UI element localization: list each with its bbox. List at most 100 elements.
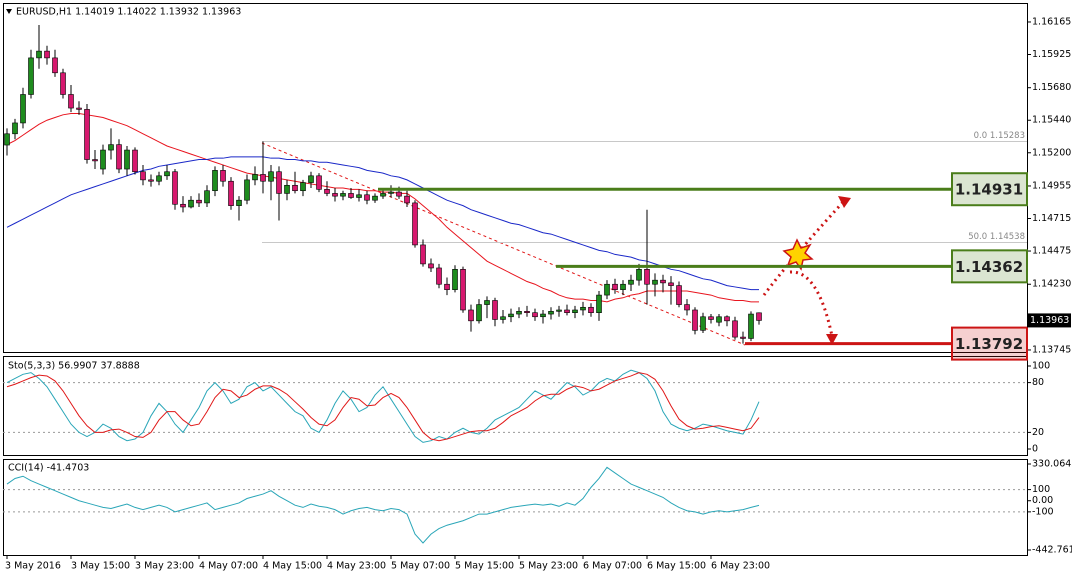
level-box [951,326,1028,361]
level-label: 1.14362 [955,258,1023,276]
indicator-line [6,466,760,544]
candle-body [340,193,346,197]
last-price-label: 1.13963 [1030,315,1069,326]
candle-body [444,283,450,290]
candle-body [60,72,66,95]
candle-body [300,182,306,192]
candle-body [588,306,594,313]
indicator-line [6,369,760,443]
menu-triangle [6,9,12,14]
candle-body [436,267,442,285]
candle-body [740,336,746,339]
candle-body [68,94,74,109]
candle-body [500,316,506,320]
candle-body [428,263,434,269]
up-arrowhead [838,196,851,208]
y-tick-label: 100 [1032,484,1050,495]
candle-body [332,193,338,197]
x-tick-label: 3 May 23:00 [135,561,194,572]
candle-body [44,50,50,59]
candle-body [308,175,314,183]
candle-body [460,269,466,311]
candle-body [492,300,498,320]
candle-body [228,180,234,206]
candle-body [116,144,122,170]
candle-body [652,279,658,285]
candle-body [148,179,154,182]
candle-body [620,283,626,290]
candle-body [732,320,738,338]
x-tick-label: 4 May 23:00 [327,561,386,572]
candle-body [244,179,250,201]
candle-body [268,171,274,182]
candle-body [204,190,210,204]
candle-body [356,194,362,198]
candle-body [748,313,754,339]
cci-panel [3,459,1028,556]
candle-body [580,306,586,311]
candle-body [540,313,546,318]
candle-body [644,269,650,285]
candle-body [404,195,410,204]
candle-body [684,304,690,311]
candle-body [564,309,570,313]
candle-body [484,300,490,305]
candle-body [420,244,426,265]
candle-body [348,193,354,198]
candle-body [236,199,242,206]
candle-body [20,94,26,124]
candle-body [100,149,106,170]
candle-body [700,316,706,331]
candle-body [380,193,386,197]
x-tick-label: 6 May 23:00 [711,561,770,572]
candle-body [388,191,394,194]
fibo-label: 0.0 1.15283 [974,131,1025,141]
y-tick-label: 1.13745 [1032,344,1071,355]
candle-body [188,199,194,208]
candle-body [636,269,642,281]
y-tick-label: 1.14230 [1032,279,1071,290]
x-tick-label: 4 May 07:00 [199,561,258,572]
y-tick-label: 1.15925 [1032,49,1071,60]
candle-body [692,309,698,331]
candle-body [396,191,402,197]
y-tick-label: 80 [1032,377,1044,388]
y-tick-label: -442.7611 [1032,545,1072,556]
candle-body [660,279,666,284]
candle-body [516,311,522,315]
candle-body [572,309,578,313]
candle-body [452,269,458,290]
candle-body [212,170,218,192]
x-tick-label: 3 May 2016 [5,561,61,572]
level-label: 1.14931 [955,181,1023,199]
candle-body [708,316,714,320]
candle-body [604,283,610,296]
candle-body [524,311,530,313]
candle-body [4,133,10,146]
candle-body [172,171,178,205]
breakout-burst [782,238,814,271]
candle-body [556,309,562,312]
candle-body [12,122,18,135]
candle-body [476,304,482,322]
y-tick-label: 100 [1032,361,1050,372]
down-arrowhead [826,334,838,345]
level-label: 1.13792 [955,335,1023,353]
level-box [951,172,1028,207]
indicator-line [6,156,759,291]
x-tick-label: 5 May 07:00 [391,561,450,572]
down-arrow [789,270,834,337]
candle-body [628,279,634,285]
candle-body [716,316,722,323]
candle-body [156,175,162,182]
candle-body [28,57,34,95]
candle-body [252,174,258,181]
candle-body [108,144,114,151]
candle-body [76,107,82,110]
candle-body [276,171,282,194]
candle-body [668,282,674,286]
candle-body [532,312,538,318]
last-price-box [1027,313,1071,328]
level-box [951,249,1028,284]
y-tick-label: 0.00 [1032,495,1053,506]
